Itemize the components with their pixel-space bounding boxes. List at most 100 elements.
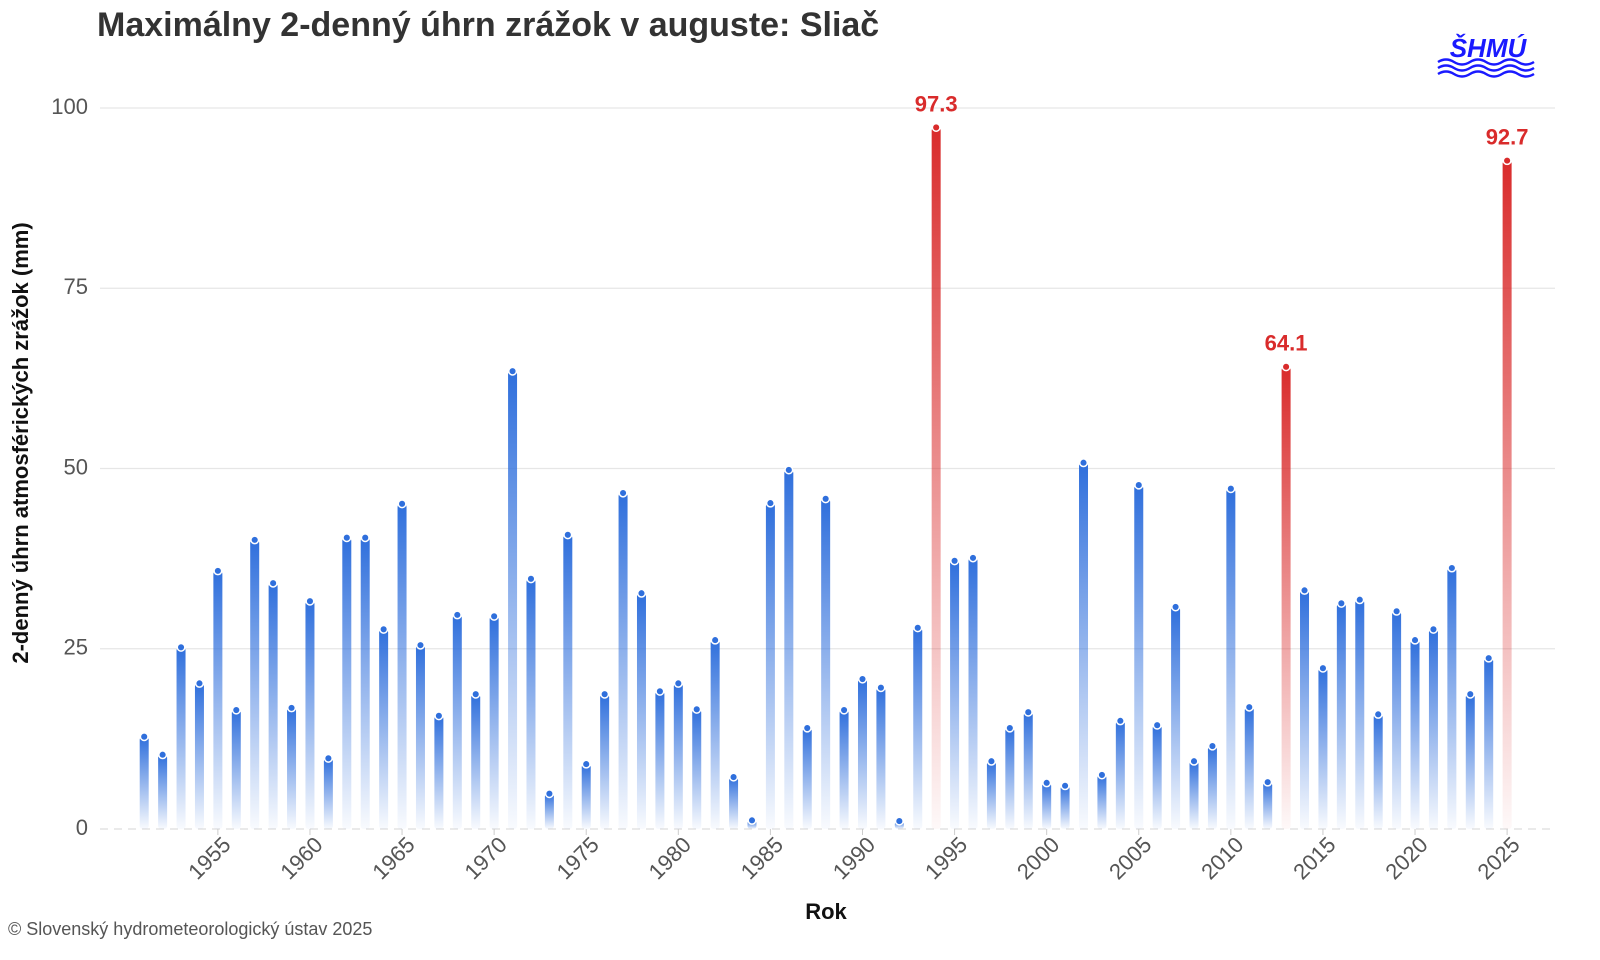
bar bbox=[379, 629, 389, 829]
bar bbox=[636, 593, 646, 829]
bar-cap bbox=[729, 772, 739, 782]
bar-cap bbox=[286, 703, 297, 713]
bar-cap bbox=[913, 623, 923, 633]
bar-cap bbox=[636, 588, 647, 598]
bar-cap bbox=[1207, 741, 1217, 751]
chart-title: Maximálny 2-denný úhrn zrážok v auguste:… bbox=[97, 6, 879, 44]
logo-waves bbox=[1437, 58, 1535, 78]
bar-cap bbox=[1281, 362, 1291, 372]
bar-cap bbox=[1373, 709, 1383, 719]
bar bbox=[765, 503, 775, 829]
bar-cap bbox=[1465, 689, 1475, 699]
bar-cap bbox=[415, 640, 426, 650]
bar-cap bbox=[471, 689, 481, 699]
bar bbox=[360, 537, 370, 829]
bar-cap bbox=[600, 689, 610, 699]
bar-cap bbox=[342, 533, 352, 543]
bar bbox=[1355, 599, 1365, 829]
bar bbox=[784, 469, 794, 829]
bar-cap bbox=[1152, 720, 1162, 730]
value-label: 97.3 bbox=[915, 91, 958, 116]
x-tick-label: 1990 bbox=[828, 832, 880, 884]
bar bbox=[1336, 603, 1346, 829]
bar-cap bbox=[305, 596, 315, 606]
bar bbox=[471, 694, 481, 829]
logo: ŠHMÚ bbox=[1437, 33, 1535, 78]
bar bbox=[876, 687, 886, 829]
bar-cap bbox=[747, 815, 757, 825]
bar bbox=[1152, 725, 1162, 829]
bar bbox=[1300, 590, 1310, 829]
bar bbox=[250, 539, 260, 829]
bar bbox=[1226, 488, 1236, 829]
bar-cap bbox=[839, 705, 849, 715]
bar bbox=[1134, 485, 1144, 829]
bar bbox=[563, 534, 573, 829]
x-tick-label: 2015 bbox=[1288, 832, 1340, 884]
bar bbox=[342, 537, 352, 829]
bar bbox=[950, 560, 960, 829]
bar bbox=[1447, 567, 1457, 829]
x-tick-label: 1980 bbox=[644, 832, 696, 884]
bar bbox=[194, 683, 204, 829]
bar-cap bbox=[765, 498, 775, 508]
bar-cap bbox=[323, 753, 333, 763]
bar-cap bbox=[1502, 156, 1512, 166]
bar bbox=[618, 493, 628, 829]
bar bbox=[1079, 462, 1089, 829]
bar-cap bbox=[1318, 663, 1328, 673]
bar bbox=[1042, 782, 1052, 829]
bar bbox=[268, 583, 278, 829]
bar bbox=[600, 694, 610, 829]
bar bbox=[231, 710, 241, 829]
bar bbox=[1060, 785, 1070, 829]
bar bbox=[1318, 668, 1328, 829]
bar bbox=[692, 709, 702, 829]
bar-cap bbox=[1115, 716, 1125, 726]
bar bbox=[1171, 606, 1181, 829]
bar bbox=[729, 777, 739, 829]
bar bbox=[1410, 640, 1420, 829]
bar-cap bbox=[508, 366, 518, 376]
bar-cap bbox=[1447, 563, 1457, 573]
bar-cap bbox=[1042, 778, 1052, 788]
credit: © Slovenský hydrometeorologický ústav 20… bbox=[8, 919, 372, 939]
bar-cap bbox=[1097, 770, 1107, 780]
bar-cap bbox=[950, 556, 960, 566]
bar bbox=[839, 710, 849, 829]
x-tick-label: 2000 bbox=[1012, 832, 1064, 884]
x-tick-label: 2005 bbox=[1104, 832, 1156, 884]
bar bbox=[986, 761, 996, 829]
bar-cap bbox=[1410, 635, 1420, 645]
bar bbox=[139, 736, 149, 829]
bar bbox=[1005, 728, 1015, 829]
bar-cap bbox=[176, 642, 186, 652]
bar bbox=[508, 371, 518, 829]
bar-cap bbox=[692, 704, 702, 714]
x-tick-label: 1975 bbox=[552, 832, 604, 884]
bar-cap bbox=[894, 816, 904, 826]
bar bbox=[1244, 707, 1254, 829]
bar bbox=[1097, 774, 1107, 829]
bar bbox=[1023, 712, 1033, 829]
bar bbox=[1428, 629, 1438, 829]
value-label: 64.1 bbox=[1265, 331, 1308, 356]
y-axis-label: 2-denný úhrn atmosférických zrážok (mm) bbox=[8, 222, 33, 663]
bar-cap bbox=[931, 122, 941, 133]
bar-cap bbox=[1336, 598, 1346, 608]
bar bbox=[913, 627, 923, 829]
bar-cap bbox=[784, 465, 794, 475]
bar bbox=[1207, 746, 1217, 829]
bar bbox=[821, 498, 831, 829]
bar-cap bbox=[1355, 595, 1365, 605]
bar bbox=[1189, 761, 1199, 829]
x-tick-label: 2010 bbox=[1196, 832, 1248, 884]
bar bbox=[415, 645, 425, 829]
bar bbox=[673, 683, 683, 829]
bar bbox=[158, 754, 168, 829]
bar-cap bbox=[857, 674, 868, 684]
x-tick-label: 1985 bbox=[736, 832, 788, 884]
bar bbox=[544, 793, 554, 829]
bar bbox=[1502, 160, 1512, 829]
